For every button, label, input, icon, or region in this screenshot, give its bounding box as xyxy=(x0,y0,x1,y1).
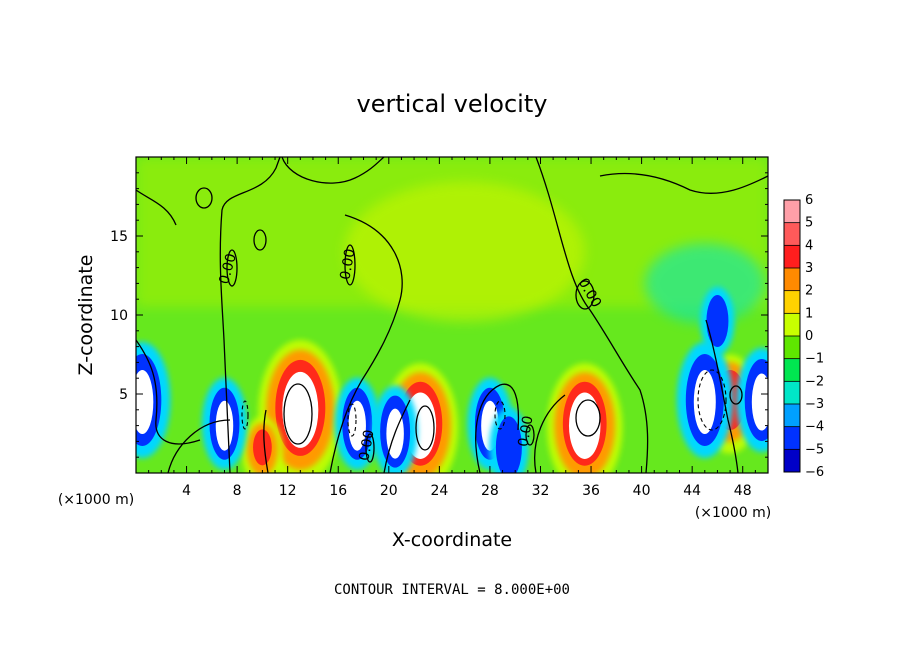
x-tick-label: 16 xyxy=(329,483,347,499)
colorbar-label: −2 xyxy=(805,374,824,389)
colorbar-swatch xyxy=(784,449,800,472)
contour-label: 0.00 xyxy=(356,429,377,462)
zero-contour-loop xyxy=(195,187,213,209)
y-tick-label: 5 xyxy=(119,387,128,403)
contour-label: 0.00 xyxy=(515,415,536,448)
colorbar-label: −6 xyxy=(805,465,824,480)
chart-title: vertical velocity xyxy=(357,90,548,118)
negative-contour-loop xyxy=(697,369,727,431)
updraft-cell xyxy=(546,363,623,473)
x-tick-label: 20 xyxy=(380,483,398,499)
updraft-cell xyxy=(258,339,343,473)
zero-contour-line xyxy=(534,394,566,473)
colorbar-label: 4 xyxy=(805,238,813,253)
zero-contour-line xyxy=(263,409,269,473)
contour-interval-note: CONTOUR INTERVAL = 8.000E+00 xyxy=(334,582,570,598)
x-tick-label: 8 xyxy=(233,483,242,499)
zero-contour-line xyxy=(599,172,768,194)
x-axis-label: X-coordinate xyxy=(392,529,512,551)
zero-contours xyxy=(136,157,768,473)
contour-label: 0.00 xyxy=(216,252,240,286)
zero-contour-line xyxy=(136,189,177,226)
x-tick-label: 28 xyxy=(481,483,499,499)
upper-field-tint xyxy=(344,181,585,322)
zero-contour-line xyxy=(705,319,739,473)
zero-contour-loop xyxy=(729,385,743,405)
y-axis: 5 10 15 xyxy=(110,172,768,458)
downdraft-cell xyxy=(136,342,171,458)
colorbar: 6 5 4 3 2 1 0 −1 −2 −3 −4 −5 −6 xyxy=(783,193,824,480)
zero-contour-loop xyxy=(253,229,267,251)
colorbar-swatch xyxy=(784,268,800,291)
colorbar-swatch xyxy=(784,404,800,427)
zero-contour-loop xyxy=(283,383,313,445)
zero-contour-loop xyxy=(344,244,356,286)
colorbar-label: 1 xyxy=(805,306,813,321)
colorbar-label: 0 xyxy=(805,329,813,344)
velocity-field xyxy=(136,157,768,473)
zero-contour-loop xyxy=(525,424,535,446)
x-unit-label-right: (×1000 m) xyxy=(695,505,771,521)
x-tick-label: 32 xyxy=(532,483,550,499)
colorbar-label: −5 xyxy=(805,442,824,457)
downdraft-cell xyxy=(736,348,768,452)
colorbar-swatch xyxy=(784,200,800,223)
colorbar-label: 3 xyxy=(805,261,813,276)
colorbar-swatch xyxy=(784,381,800,404)
zero-contour-line xyxy=(329,214,403,473)
colorbar-label: 5 xyxy=(805,216,813,231)
negative-contour-loop xyxy=(494,400,506,430)
colorbar-swatch xyxy=(784,358,800,382)
plot-area: 0.00 0.00 0.00 0.00 0.00 xyxy=(136,157,768,473)
colorbar-label: −1 xyxy=(805,352,824,367)
colorbar-label: 6 xyxy=(805,193,813,208)
downdraft-cell xyxy=(201,377,247,470)
y-tick-label: 15 xyxy=(110,229,128,245)
zero-contour-line xyxy=(475,383,520,473)
colorbar-swatch xyxy=(784,290,800,314)
zero-contour-loop xyxy=(575,399,601,437)
x-tick-label: 4 xyxy=(182,483,191,499)
x-tick-label: 44 xyxy=(683,483,701,499)
zero-contour-loop xyxy=(365,433,375,463)
downdraft-cell xyxy=(700,287,735,355)
x-tick-label: 12 xyxy=(279,483,297,499)
contour-label: 0.00 xyxy=(337,248,358,281)
colorbar-swatch xyxy=(784,222,800,246)
y-tick-label: 10 xyxy=(110,308,128,324)
colorbar-swatch xyxy=(784,336,800,359)
zero-contour-line xyxy=(136,339,201,445)
zero-contour-line xyxy=(281,157,385,184)
updraft-cell xyxy=(241,416,284,473)
zero-contour-loop xyxy=(226,249,238,287)
colorbar-label: 2 xyxy=(805,284,813,299)
colorbar-swatch xyxy=(784,313,800,336)
downdraft-cell xyxy=(334,377,380,470)
zero-contour-line xyxy=(535,157,649,473)
negative-contours xyxy=(241,369,727,437)
zero-contour-line xyxy=(219,157,281,473)
zero-contour-loop xyxy=(415,405,435,451)
zero-contour-line xyxy=(167,419,231,473)
negative-contour-loop xyxy=(241,400,249,430)
zero-contour-loop xyxy=(575,280,595,310)
x-tick-label: 24 xyxy=(430,483,448,499)
colorbar-swatch xyxy=(784,245,800,268)
x-tick-label: 48 xyxy=(734,483,752,499)
x-unit-label-left: (×1000 m) xyxy=(58,492,134,508)
x-tick-label: 36 xyxy=(582,483,600,499)
y-axis-label: Z-coordinate xyxy=(75,255,97,376)
colorbar-label: −4 xyxy=(805,420,824,435)
x-axis: 4 8 12 16 20 24 28 32 36 40 44 48 xyxy=(148,157,756,499)
negative-contour-loop xyxy=(347,403,357,437)
zero-contour-line xyxy=(383,399,411,473)
x-tick-label: 40 xyxy=(633,483,651,499)
colorbar-swatch xyxy=(784,426,800,450)
colorbar-label: −3 xyxy=(805,397,824,412)
upper-field-tint xyxy=(644,243,765,324)
